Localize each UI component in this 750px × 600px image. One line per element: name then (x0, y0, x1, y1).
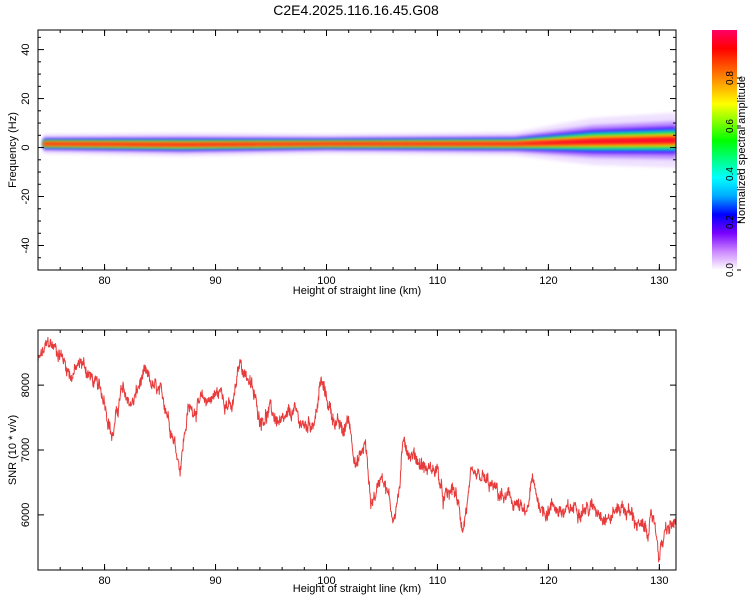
snr-x-tick-label: 110 (429, 575, 447, 587)
spectrogram-y-tick-label: 0 (20, 144, 32, 150)
snr-x-label: Height of straight line (km) (293, 583, 421, 595)
colorbar: 0.0 0.2 0.4 0.6 0.8 Normalized spectral ampl… (712, 30, 748, 277)
spectrogram-y-tick-label: -20 (20, 189, 32, 205)
chart-title: C2E4.2025.116.16.45.G08 (273, 2, 439, 18)
spectrogram-signal (43, 112, 676, 168)
snr-plot-area (38, 330, 676, 570)
spectrogram-y-tick-label: -40 (20, 238, 32, 254)
spectrogram-x-tick-label: 100 (317, 275, 335, 287)
colorbar-ticks: 0.0 0.2 0.4 0.6 0.8 (725, 71, 741, 277)
colorbar-label: Normalized spectral amplitude (736, 76, 748, 224)
spectrogram-y-tick-label: 20 (20, 92, 32, 104)
snr-x-tick-label: 100 (317, 575, 335, 587)
spectrogram-x-tick-label: 110 (429, 275, 447, 287)
spectrogram-ticks: 80 90 100 110 120 130 -40 -20 0 20 40 (20, 30, 676, 287)
spectrogram-x-tick-label: 120 (539, 275, 557, 287)
colorbar-tick-label: 0.6 (725, 119, 736, 133)
snr-y-tick-label: 8000 (20, 373, 32, 397)
snr-x-tick-label: 80 (98, 575, 110, 587)
colorbar-tick-label: 0.8 (725, 71, 736, 85)
colorbar-gradient (712, 30, 737, 270)
spectrogram-x-label: Height of straight line (km) (293, 285, 421, 297)
snr-y-tick-label: 7000 (20, 438, 32, 462)
spectrogram-y-tick-label: 40 (20, 43, 32, 55)
spectrogram-x-tick-label: 80 (98, 275, 110, 287)
snr-x-tick-label: 120 (539, 575, 557, 587)
snr-x-tick-label: 90 (209, 575, 221, 587)
spectrogram-x-tick-label: 90 (209, 275, 221, 287)
snr-x-tick-label: 130 (650, 575, 668, 587)
spectrogram-y-label: Frequency (Hz) (7, 112, 19, 188)
spectrogram-band-red (43, 137, 676, 146)
colorbar-tick-label: 0.4 (725, 167, 736, 181)
snr-series-line (38, 336, 676, 563)
snr-y-label: SNR (10 * v/v) (7, 415, 19, 485)
snr-ticks: 80 90 100 110 120 130 6000 7000 8000 (20, 330, 676, 587)
spectrogram-x-tick-label: 130 (650, 275, 668, 287)
colorbar-tick-label: 0.0 (725, 263, 736, 277)
snr-panel: 80 90 100 110 120 130 6000 7000 8000 Height of s… (7, 329, 677, 595)
spectrogram-frame (37, 29, 677, 271)
colorbar-tick-label: 0.2 (725, 215, 736, 229)
snr-y-tick-label: 6000 (20, 503, 32, 527)
spectrogram-panel: 80 90 100 110 120 130 -40 -20 0 20 40 Height of st… (7, 29, 677, 297)
